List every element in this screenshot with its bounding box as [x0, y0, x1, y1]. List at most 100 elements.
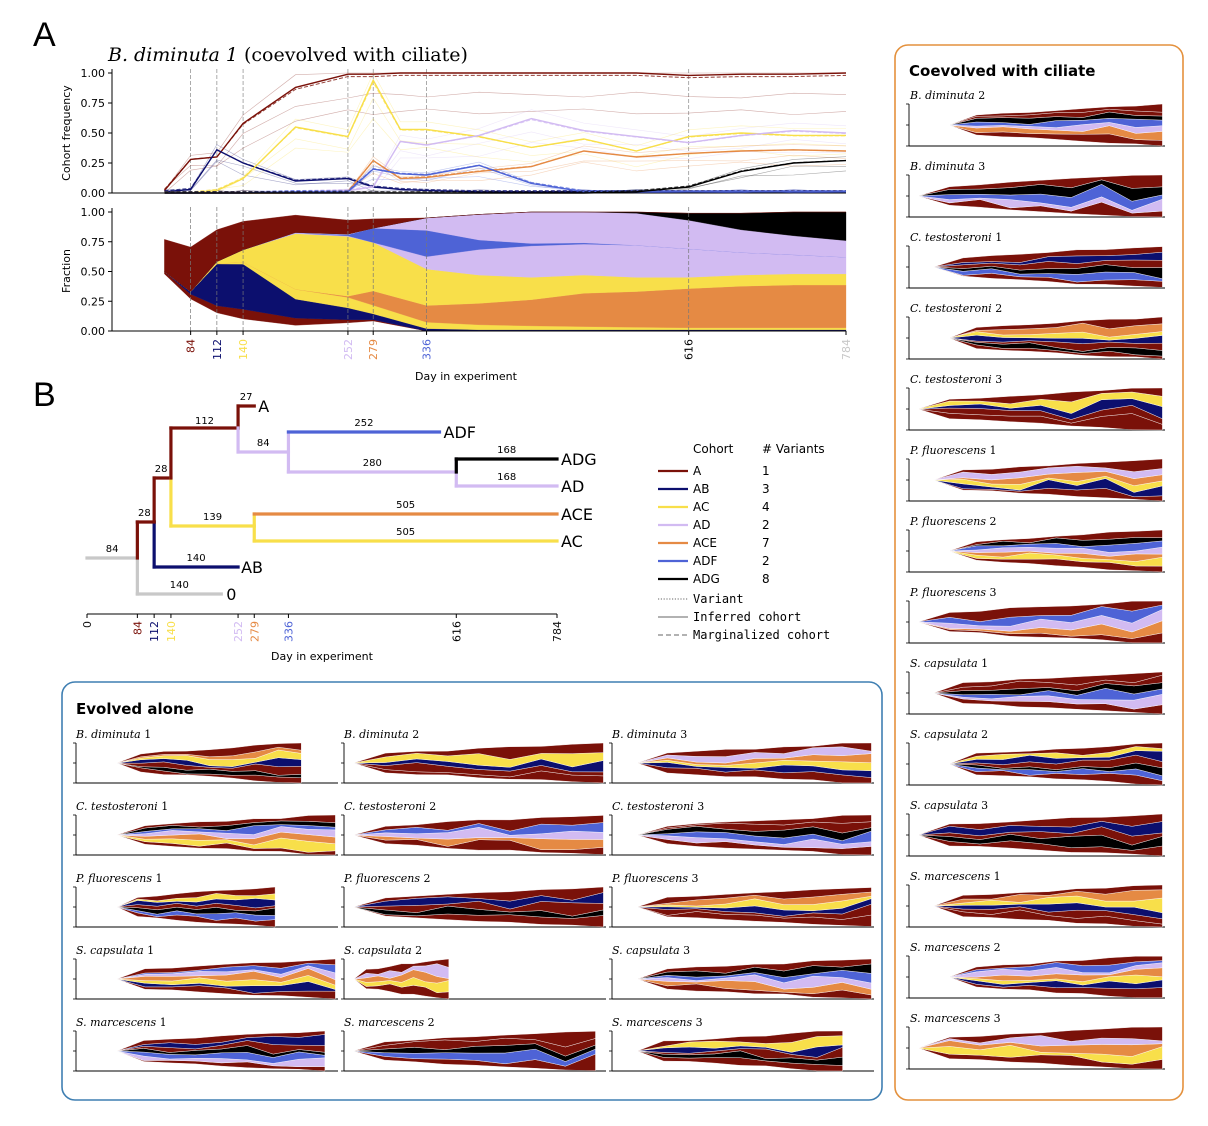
mini-axes: [341, 958, 606, 1000]
coevolved-panel-title: S. capsulata 3: [910, 799, 988, 812]
branch-label: 252: [354, 418, 373, 429]
alone-layer-A: [638, 814, 872, 835]
muller-ytick-label: 0.50: [81, 266, 106, 279]
coevolved-panel-title: S. capsulata 2: [910, 728, 988, 741]
marginalized-line-ADG: [164, 159, 847, 193]
coevolved-panel: [906, 1026, 1165, 1070]
coevolved-panel-rep: 3: [992, 373, 1003, 386]
coevolved-panel-rep: 1: [986, 444, 997, 457]
coevolved-title: Coevolved with ciliate: [909, 62, 1095, 80]
branch-label: 140: [170, 580, 189, 591]
mini-axes: [906, 1026, 1165, 1070]
alone-panel: [73, 886, 338, 928]
alone-panel-genus: C. testosteroni: [344, 800, 426, 813]
mini-axes: [609, 958, 874, 1000]
alone-panel-rep: 1: [158, 800, 169, 813]
alone-panel: [341, 742, 606, 784]
variant-line-A: [164, 108, 847, 194]
alone-panel-title: C. testosteroni 2: [344, 800, 436, 813]
coevolved-panel-rep: 1: [978, 657, 989, 670]
leaf-label: AB: [241, 558, 263, 577]
alone-layer-A: [354, 1031, 596, 1052]
coevolved-panel-genus: S. capsulata: [910, 728, 978, 741]
leaf-label: AC: [561, 532, 583, 551]
branch-label: 140: [187, 553, 206, 564]
mini-axes: [73, 1030, 338, 1072]
cohort-line-ADG: [164, 159, 847, 194]
coevolved-panel-genus: S. marcescens: [910, 941, 990, 954]
leaf-label: ADF: [444, 423, 476, 442]
alone-layer-A: [638, 887, 872, 907]
coevolved-panel-title: S. capsulata 1: [910, 657, 988, 670]
alone-panel-title: C. testosteroni 1: [76, 800, 168, 813]
alone-panel-genus: P. fluorescens: [611, 872, 688, 885]
muller-ytick-label: 1.00: [81, 206, 106, 219]
mini-axes: [341, 742, 606, 784]
coevolved-panel: [906, 529, 1165, 573]
muller-ylabel: Fraction: [60, 249, 73, 293]
coevolved-panel-rep: 2: [990, 941, 1001, 954]
cohort-legend: Cohort # Variants A 1 AB 3 AC 4 AD 2 ACE 7 ADF 2 ADG…: [658, 442, 830, 642]
mini-axes: [609, 742, 874, 784]
coevolved-panel-title: P. fluorescens 3: [909, 586, 997, 599]
mini-axes: [906, 813, 1165, 857]
coevolved-box: [894, 44, 1184, 1101]
mini-axes: [906, 671, 1165, 715]
alone-layer-A: [354, 815, 604, 836]
mini-axes: [906, 174, 1165, 218]
variant-line-AC: [164, 97, 847, 194]
branch-label: 28: [155, 464, 168, 475]
coevolved-panel-rep: 3: [978, 799, 989, 812]
legend-cohort-label: AD: [693, 518, 710, 532]
cohort-tree: Day in experiment 84 140 28 140 28 139 505 505 1…: [81, 392, 597, 663]
branch-label: 168: [497, 445, 516, 456]
coevolved-panel-genus: C. testosteroni: [910, 373, 992, 386]
coevolved-panel-rep: 3: [975, 160, 986, 173]
alone-panel-title: C. testosteroni 3: [612, 800, 704, 813]
branch-label: 84: [106, 544, 119, 555]
alone-panel: [341, 1030, 606, 1072]
mini-axes: [906, 103, 1165, 147]
panel-a-title-species: B. diminuta 1: [107, 44, 238, 66]
variant-line-ACE: [164, 161, 847, 194]
alone-layer-A: [354, 742, 604, 764]
tree-xtick-label: 140: [165, 621, 178, 642]
muller-ytick-label: 0.00: [81, 325, 106, 338]
alone-panel: [609, 958, 874, 1000]
freq-ytick-label: 0.50: [81, 127, 106, 140]
coevolved-layer-A: [919, 174, 1163, 196]
alone-panel: [609, 1030, 874, 1072]
muller-xtick-label: 140: [237, 339, 250, 360]
coevolved-panel-rep: 3: [986, 586, 997, 599]
alone-box: [61, 681, 883, 1101]
alone-panel-rep: 3: [688, 872, 699, 885]
coevolved-panel-title: S. marcescens 3: [910, 1012, 1001, 1025]
alone-layer-A: [638, 1030, 843, 1051]
coevolved-panels: B. diminuta 2B. diminuta 3C. testosteron…: [906, 89, 1165, 1070]
alone-panel: [341, 886, 606, 928]
alone-panel-title: S. capsulata 2: [344, 944, 422, 957]
coevolved-panel: [906, 600, 1165, 644]
alone-panel: [341, 814, 606, 856]
legend-variant-count: 7: [762, 536, 770, 550]
alone-layer-A: [638, 742, 872, 763]
alone-panel-rep: 1: [152, 872, 163, 885]
coevolved-panel-rep: 2: [992, 302, 1003, 315]
marginalized-line-AB: [164, 149, 846, 192]
coevolved-layer-A: [949, 742, 1163, 764]
variant-line-AC: [164, 72, 846, 194]
alone-panel-rep: 3: [694, 800, 705, 813]
alone-panel-rep: 3: [692, 1016, 703, 1029]
coevolved-panel-genus: B. diminuta: [909, 160, 975, 173]
muller-xlabel: Day in experiment: [415, 370, 518, 383]
coevolved-panel-title: C. testosteroni 3: [910, 373, 1002, 386]
coevolved-layer-A: [949, 529, 1163, 551]
coevolved-panel-rep: 2: [986, 515, 997, 528]
mini-axes: [73, 886, 338, 928]
variant-line-ADF: [164, 161, 846, 194]
alone-layer-A: [117, 886, 276, 907]
legend-variant-count: 2: [762, 554, 770, 568]
mini-axes: [906, 600, 1165, 644]
muller-xtick-label: 252: [342, 339, 355, 360]
tree-xtick-label: 616: [450, 621, 463, 642]
